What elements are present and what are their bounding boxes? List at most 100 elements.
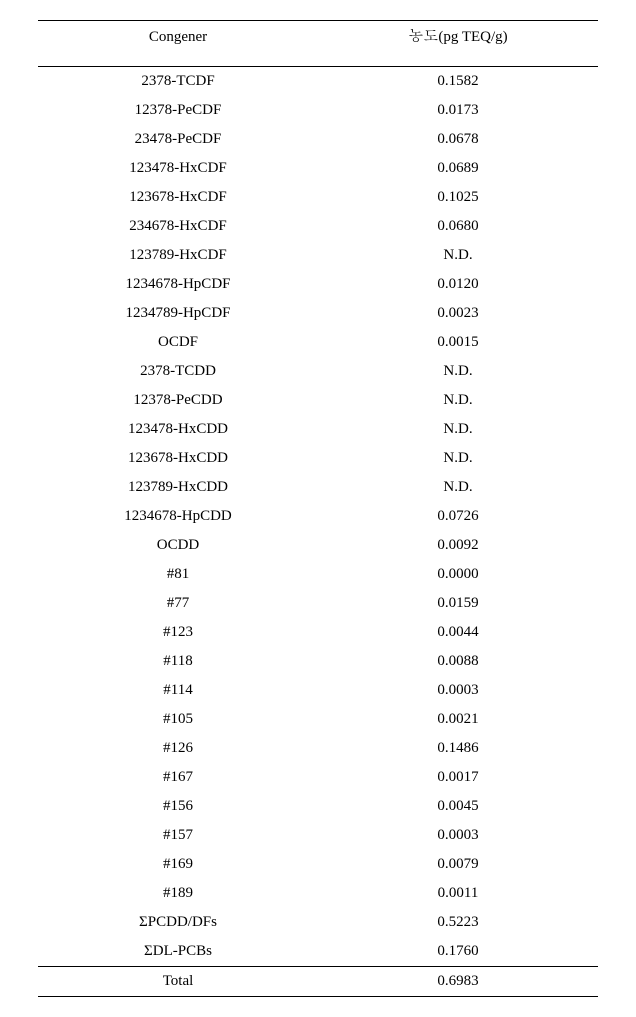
cell-value: N.D. <box>318 386 598 415</box>
cell-congener: 123789-HxCDF <box>38 241 318 270</box>
cell-value: N.D. <box>318 444 598 473</box>
table-row: 1234789-HpCDF0.0023 <box>38 299 598 328</box>
cell-value: 0.0000 <box>318 560 598 589</box>
cell-congener: 2378-TCDD <box>38 357 318 386</box>
cell-value: 0.0044 <box>318 618 598 647</box>
cell-value: N.D. <box>318 357 598 386</box>
cell-value: 0.0023 <box>318 299 598 328</box>
table-row: #1570.0003 <box>38 821 598 850</box>
table-row: #1050.0021 <box>38 705 598 734</box>
cell-congener: 12378-PeCDF <box>38 96 318 125</box>
cell-value: N.D. <box>318 415 598 444</box>
table-row: #770.0159 <box>38 589 598 618</box>
cell-congener: #123 <box>38 618 318 647</box>
cell-congener: 123478-HxCDF <box>38 154 318 183</box>
total-row: Total0.6983 <box>38 967 598 997</box>
table-row: OCDF0.0015 <box>38 328 598 357</box>
cell-congener: 234678-HxCDF <box>38 212 318 241</box>
cell-congener: 1234678-HpCDF <box>38 270 318 299</box>
cell-value: N.D. <box>318 241 598 270</box>
cell-value: 0.1760 <box>318 937 598 967</box>
table-row: #1230.0044 <box>38 618 598 647</box>
cell-value: 0.0680 <box>318 212 598 241</box>
cell-value: 0.0159 <box>318 589 598 618</box>
table-row: 2378-TCDDN.D. <box>38 357 598 386</box>
table-row: 12378-PeCDF0.0173 <box>38 96 598 125</box>
table-row: #1690.0079 <box>38 850 598 879</box>
table-row: 123478-HxCDDN.D. <box>38 415 598 444</box>
cell-congener: #189 <box>38 879 318 908</box>
cell-value: 0.0088 <box>318 647 598 676</box>
table-row: #1890.0011 <box>38 879 598 908</box>
cell-value: 0.0173 <box>318 96 598 125</box>
cell-value: 0.0021 <box>318 705 598 734</box>
cell-value: 0.0045 <box>318 792 598 821</box>
cell-congener: 1234789-HpCDF <box>38 299 318 328</box>
table-row: 1234678-HpCDD0.0726 <box>38 502 598 531</box>
cell-congener: 1234678-HpCDD <box>38 502 318 531</box>
table-row: #1140.0003 <box>38 676 598 705</box>
cell-value: 0.1025 <box>318 183 598 212</box>
cell-congener: OCDF <box>38 328 318 357</box>
cell-congener: 23478-PeCDF <box>38 125 318 154</box>
table-row: 23478-PeCDF0.0678 <box>38 125 598 154</box>
table-row: #810.0000 <box>38 560 598 589</box>
table-row: ΣDL-PCBs0.1760 <box>38 937 598 967</box>
cell-value: 0.0120 <box>318 270 598 299</box>
cell-congener: #114 <box>38 676 318 705</box>
cell-congener: #169 <box>38 850 318 879</box>
table-row: 123478-HxCDF0.0689 <box>38 154 598 183</box>
cell-congener: 123678-HxCDD <box>38 444 318 473</box>
cell-value: 0.1486 <box>318 734 598 763</box>
cell-value: 0.0003 <box>318 821 598 850</box>
cell-congener: #118 <box>38 647 318 676</box>
cell-congener: 123678-HxCDF <box>38 183 318 212</box>
table-row: 123789-HxCDFN.D. <box>38 241 598 270</box>
cell-congener: #81 <box>38 560 318 589</box>
header-concentration: 농도(pg TEQ/g) <box>318 21 598 67</box>
table-row: 234678-HxCDF0.0680 <box>38 212 598 241</box>
table-body: 2378-TCDF0.158212378-PeCDF0.017323478-Pe… <box>38 67 598 997</box>
cell-congener: #157 <box>38 821 318 850</box>
header-congener: Congener <box>38 21 318 67</box>
congener-table: Congener 농도(pg TEQ/g) 2378-TCDF0.1582123… <box>38 20 598 997</box>
cell-congener: #167 <box>38 763 318 792</box>
cell-congener: 2378-TCDF <box>38 67 318 97</box>
cell-congener: 12378-PeCDD <box>38 386 318 415</box>
cell-congener: #77 <box>38 589 318 618</box>
cell-congener: #126 <box>38 734 318 763</box>
table-row: #1260.1486 <box>38 734 598 763</box>
cell-congener: #156 <box>38 792 318 821</box>
table-row: #1560.0045 <box>38 792 598 821</box>
cell-value: 0.0003 <box>318 676 598 705</box>
table-row: 123789-HxCDDN.D. <box>38 473 598 502</box>
cell-value: 0.0017 <box>318 763 598 792</box>
cell-value: 0.0689 <box>318 154 598 183</box>
table-row: ΣPCDD/DFs0.5223 <box>38 908 598 937</box>
cell-congener: 123478-HxCDD <box>38 415 318 444</box>
cell-value: 0.0011 <box>318 879 598 908</box>
cell-congener: OCDD <box>38 531 318 560</box>
cell-congener: #105 <box>38 705 318 734</box>
cell-value: 0.0678 <box>318 125 598 154</box>
cell-value: 0.0015 <box>318 328 598 357</box>
cell-congener: ΣPCDD/DFs <box>38 908 318 937</box>
cell-congener: 123789-HxCDD <box>38 473 318 502</box>
total-label: Total <box>38 967 318 997</box>
table-row: 123678-HxCDDN.D. <box>38 444 598 473</box>
cell-congener: ΣDL-PCBs <box>38 937 318 967</box>
table-row: OCDD0.0092 <box>38 531 598 560</box>
table-row: 123678-HxCDF0.1025 <box>38 183 598 212</box>
table-row: 2378-TCDF0.1582 <box>38 67 598 97</box>
cell-value: 0.0726 <box>318 502 598 531</box>
table-row: #1180.0088 <box>38 647 598 676</box>
total-value: 0.6983 <box>318 967 598 997</box>
cell-value: 0.1582 <box>318 67 598 97</box>
cell-value: 0.0092 <box>318 531 598 560</box>
cell-value: 0.5223 <box>318 908 598 937</box>
table-row: 1234678-HpCDF0.0120 <box>38 270 598 299</box>
table-row: 12378-PeCDDN.D. <box>38 386 598 415</box>
table-row: #1670.0017 <box>38 763 598 792</box>
cell-value: 0.0079 <box>318 850 598 879</box>
cell-value: N.D. <box>318 473 598 502</box>
